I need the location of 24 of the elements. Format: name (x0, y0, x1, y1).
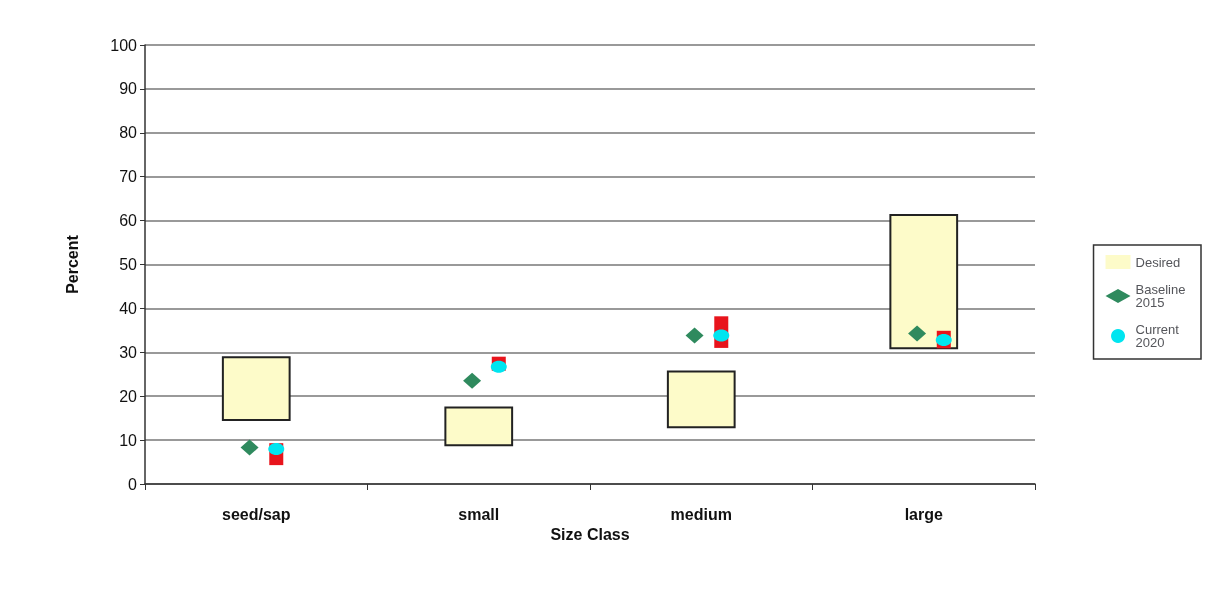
bar (444, 406, 514, 447)
y-tick-label: 60 (119, 212, 138, 230)
y-tick-label: 90 (119, 80, 138, 98)
y-tick-label: 30 (119, 343, 138, 361)
x-tick-label: large (904, 505, 943, 523)
y-tick-label: 20 (119, 387, 138, 405)
bar (889, 213, 959, 350)
x-tick-label: small (458, 505, 500, 523)
bar (221, 356, 291, 421)
legend-label: Current 2020 (1135, 322, 1183, 350)
x-axis-title: Size Class (550, 526, 630, 544)
x-tick-label: seed/sap (222, 505, 291, 523)
y-tick-label: 40 (119, 299, 138, 317)
bar (666, 370, 736, 429)
y-tick-label: 50 (119, 256, 138, 273)
y-tick-label: 80 (119, 124, 138, 142)
legend-label: Baseline 2015 (1135, 282, 1190, 310)
y-tick-label: 0 (128, 475, 138, 493)
y-tick-label: 10 (119, 431, 138, 449)
x-tick-label: medium (670, 505, 732, 523)
y-axis-title: Percent (63, 234, 81, 294)
y-tick-label: 70 (119, 168, 138, 186)
legend-label: Desired (1135, 254, 1181, 270)
y-tick-label: 100 (110, 36, 138, 54)
